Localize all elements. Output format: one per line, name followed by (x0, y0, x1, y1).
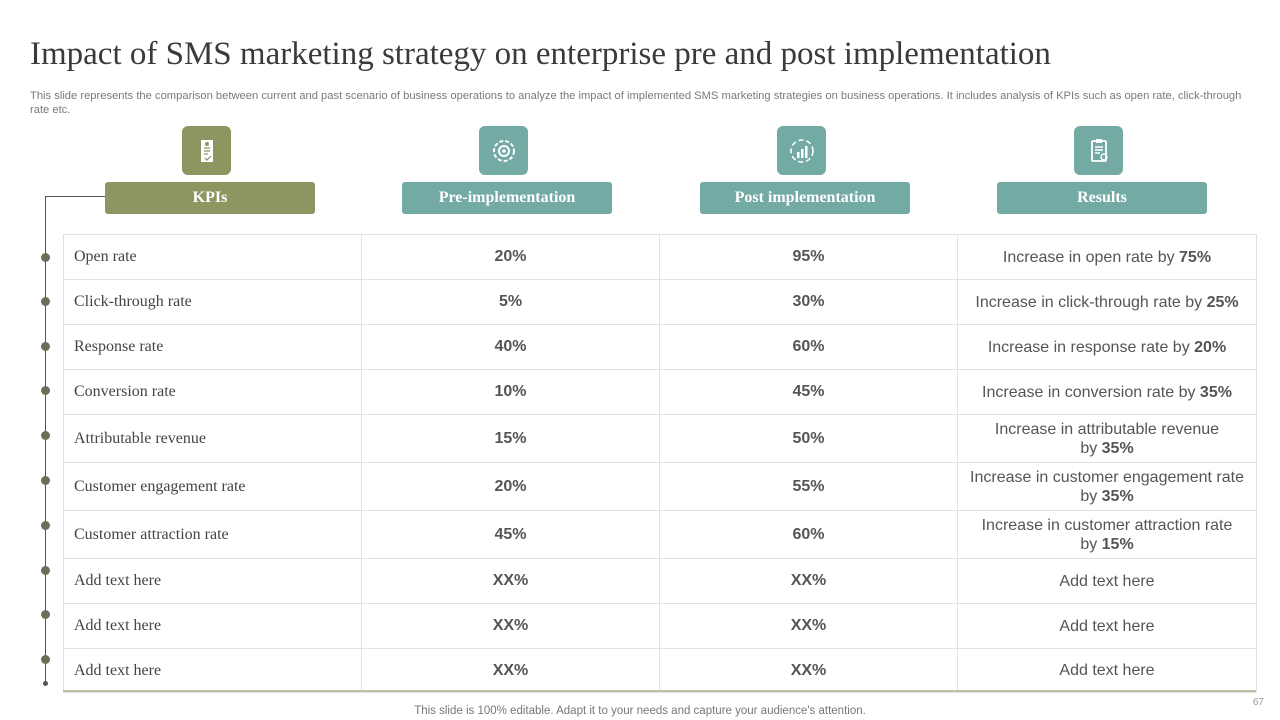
pre-cell: 15% (361, 414, 660, 463)
kpi-cell: Customer engagement rate (63, 462, 362, 511)
result-cell: Increase in attributable revenue by 35% (957, 414, 1257, 463)
table-row: Click-through rate 5% 30% Increase in cl… (63, 279, 1257, 325)
timeline-dot (41, 297, 50, 306)
timeline-end (43, 681, 48, 686)
result-cell: Increase in response rate by 20% (957, 324, 1257, 370)
pre-cell: XX% (361, 648, 660, 693)
kpi-cell: Add text here (63, 648, 362, 693)
timeline-connector (45, 196, 105, 197)
kpi-cell: Response rate (63, 324, 362, 370)
table-row: Customer engagement rate 20% 55% Increas… (63, 462, 1257, 511)
post-cell: XX% (659, 603, 958, 649)
checklist-icon (1074, 126, 1123, 175)
pre-cell: 5% (361, 279, 660, 325)
header-post-implementation: Post implementation (700, 182, 910, 214)
pre-cell: 20% (361, 234, 660, 280)
kpi-cell: Click-through rate (63, 279, 362, 325)
result-cell: Increase in customer attraction rate by 1… (957, 510, 1257, 559)
pre-cell: 45% (361, 510, 660, 559)
table-bottom-border (63, 690, 1256, 692)
page-subtitle: This slide represents the comparison bet… (30, 90, 1242, 116)
pre-cell: 40% (361, 324, 660, 370)
table-row: Add text here XX% XX% Add text here (63, 558, 1257, 604)
table-row: Add text here XX% XX% Add text here (63, 648, 1257, 693)
result-cell: Increase in conversion rate by 35% (957, 369, 1257, 415)
post-cell: 50% (659, 414, 958, 463)
timeline-dot (41, 386, 50, 395)
post-cell: 55% (659, 462, 958, 511)
post-cell: 60% (659, 510, 958, 559)
post-cell: XX% (659, 558, 958, 604)
timeline-dot (41, 655, 50, 664)
kpi-cell: Add text here (63, 603, 362, 649)
timeline-dot (41, 431, 50, 440)
timeline-dot (41, 566, 50, 575)
timeline-dot (41, 476, 50, 485)
header-results: Results (997, 182, 1207, 214)
kpi-cell: Attributable revenue (63, 414, 362, 463)
page-title: Impact of SMS marketing strategy on ente… (30, 36, 1051, 72)
target-gear-icon (479, 126, 528, 175)
post-cell: 45% (659, 369, 958, 415)
result-cell: Add text here (957, 558, 1257, 604)
table-row: Conversion rate 10% 45% Increase in conv… (63, 369, 1257, 415)
growth-chart-icon (777, 126, 826, 175)
kpi-cell: Customer attraction rate (63, 510, 362, 559)
result-cell: Add text here (957, 603, 1257, 649)
kpi-cell: Add text here (63, 558, 362, 604)
timeline-dot (41, 253, 50, 262)
table-row: Open rate 20% 95% Increase in open rate … (63, 234, 1257, 280)
result-cell: Add text here (957, 648, 1257, 693)
table-row: Customer attraction rate 45% 60% Increas… (63, 510, 1257, 559)
table-row: Attributable revenue 15% 50% Increase in… (63, 414, 1257, 463)
table-row: Add text here XX% XX% Add text here (63, 603, 1257, 649)
pre-cell: XX% (361, 558, 660, 604)
timeline-dot (41, 342, 50, 351)
post-cell: XX% (659, 648, 958, 693)
result-cell: Increase in click-through rate by 25% (957, 279, 1257, 325)
pre-cell: XX% (361, 603, 660, 649)
pre-cell: 20% (361, 462, 660, 511)
table-row: Response rate 40% 60% Increase in respon… (63, 324, 1257, 370)
timeline-dot (41, 521, 50, 530)
kpi-cell: Conversion rate (63, 369, 362, 415)
footer-note: This slide is 100% editable. Adapt it to… (414, 705, 866, 717)
header-kpis: KPIs (105, 182, 315, 214)
pre-cell: 10% (361, 369, 660, 415)
header-pre-implementation: Pre-implementation (402, 182, 612, 214)
kpi-comparison-table: Open rate 20% 95% Increase in open rate … (63, 234, 1257, 693)
price-tag-icon (182, 126, 231, 175)
post-cell: 60% (659, 324, 958, 370)
result-cell: Increase in customer engagement rate by 3… (957, 462, 1257, 511)
result-cell: Increase in open rate by 75% (957, 234, 1257, 280)
post-cell: 95% (659, 234, 958, 280)
page-number: 67 (1252, 697, 1264, 708)
kpi-cell: Open rate (63, 234, 362, 280)
timeline-dot (41, 610, 50, 619)
post-cell: 30% (659, 279, 958, 325)
